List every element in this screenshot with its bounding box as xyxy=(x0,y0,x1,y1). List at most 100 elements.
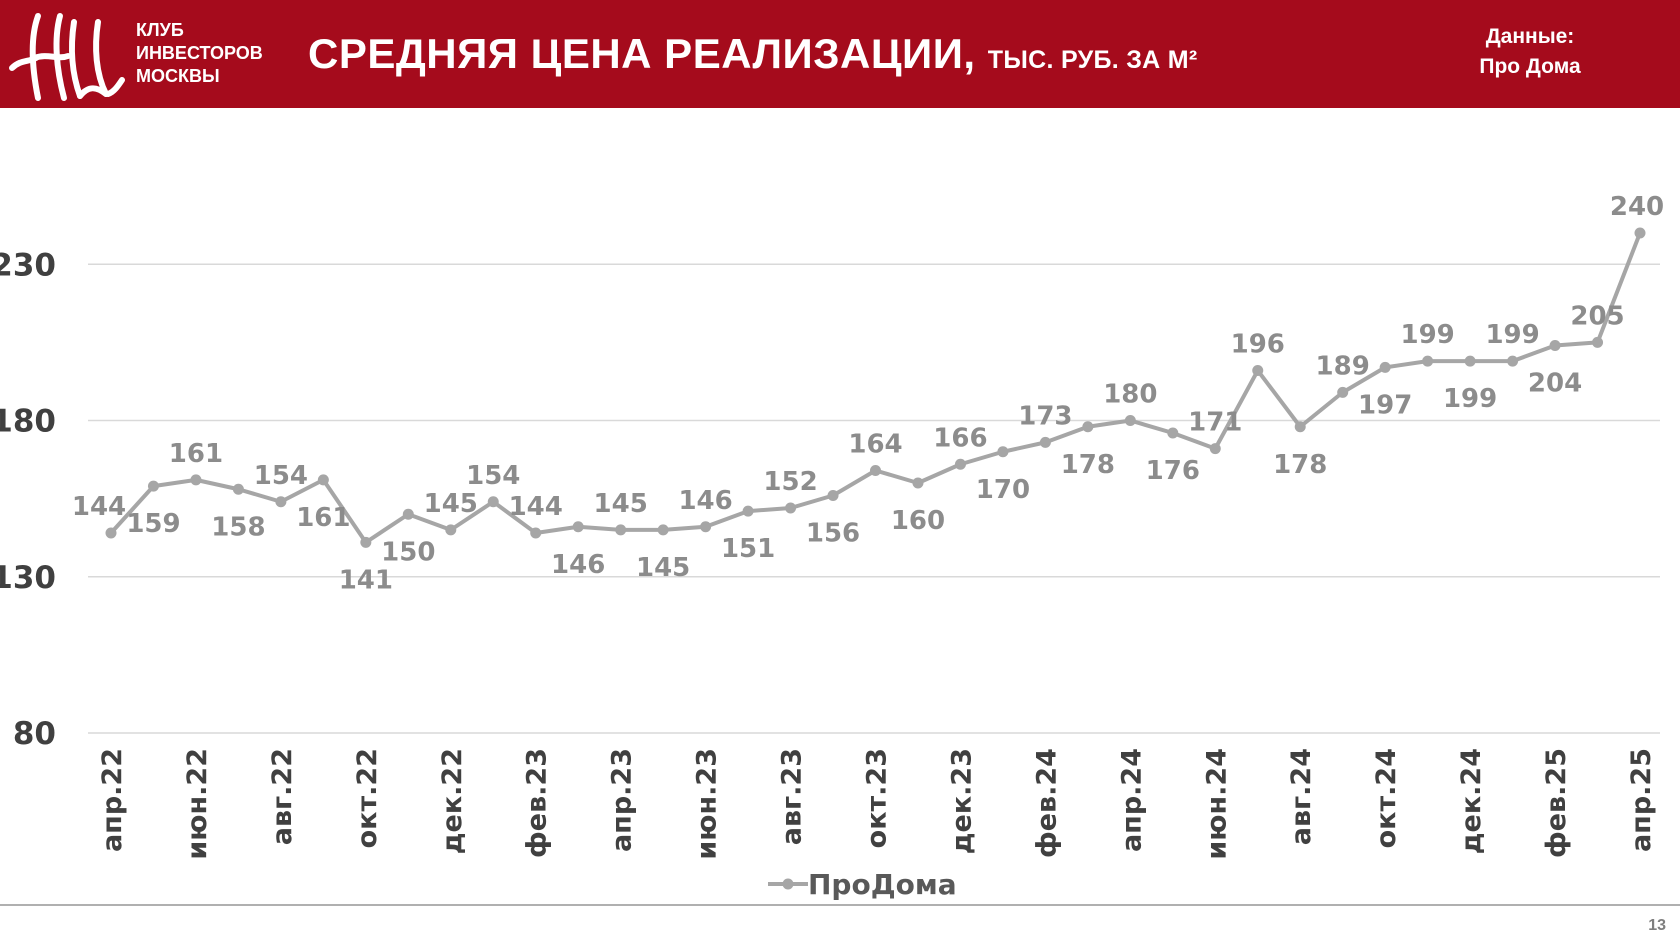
x-tick-label: фев.24 xyxy=(1031,748,1062,858)
data-point xyxy=(1464,355,1476,367)
data-label: 196 xyxy=(1231,330,1285,360)
data-label: 154 xyxy=(466,461,520,491)
legend-swatch-marker xyxy=(782,878,794,890)
data-label: 164 xyxy=(848,430,902,460)
x-tick-label: дек.24 xyxy=(1456,748,1487,854)
data-label: 173 xyxy=(1018,401,1072,431)
data-point xyxy=(742,505,754,517)
x-tick-label: окт.22 xyxy=(352,748,383,848)
header-bar: КЛУБ ИНВЕСТОРОВ МОСКВЫ СРЕДНЯЯ ЦЕНА РЕАЛ… xyxy=(0,0,1680,108)
club-name-line: КЛУБ xyxy=(136,20,184,40)
title-units: ТЫС. РУБ. ЗА М² xyxy=(987,46,1198,74)
data-point xyxy=(1549,340,1561,351)
data-point xyxy=(1337,386,1349,398)
data-label: 204 xyxy=(1528,369,1582,399)
data-point xyxy=(615,524,627,536)
series-line xyxy=(109,232,1642,545)
page-title: СРЕДНЯЯ ЦЕНА РЕАЛИЗАЦИИ, ТЫС. РУБ. ЗА М² xyxy=(308,28,1198,86)
data-point xyxy=(232,483,244,495)
data-label: 205 xyxy=(1570,301,1624,331)
data-point xyxy=(402,508,414,520)
data-label: 145 xyxy=(636,553,690,583)
data-point xyxy=(1422,355,1434,367)
data-point xyxy=(785,502,797,514)
data-point xyxy=(445,524,457,536)
data-point xyxy=(954,458,966,470)
data-label: 145 xyxy=(424,489,478,519)
data-label: 158 xyxy=(211,512,265,542)
data-point xyxy=(1294,421,1306,433)
data-point xyxy=(1592,336,1604,348)
data-label: 145 xyxy=(594,489,648,519)
legend-label: ПроДома xyxy=(808,868,957,901)
y-tick-label: 230 xyxy=(0,247,56,283)
price-chart: 80 130 180 230 апр.22 июн.22 авг.22 окт.22 дек.2… xyxy=(0,108,1680,908)
data-label: 161 xyxy=(296,503,350,533)
club-logo xyxy=(9,13,125,101)
data-point xyxy=(827,490,839,501)
data-source: Данные: Про Дома xyxy=(1460,22,1600,82)
x-tick-label: фев.23 xyxy=(522,748,553,858)
title-main: СРЕДНЯЯ ЦЕНА РЕАЛИЗАЦИИ, xyxy=(308,30,976,77)
x-tick-label: июн.22 xyxy=(182,748,213,860)
x-tick-label: окт.24 xyxy=(1371,748,1402,848)
data-label: 160 xyxy=(891,506,945,536)
y-tick-label: 130 xyxy=(0,560,56,596)
data-point xyxy=(1039,436,1051,448)
x-tick-label: апр.23 xyxy=(607,748,638,852)
data-label: 156 xyxy=(806,519,860,549)
data-source-label: Данные: xyxy=(1485,25,1575,48)
data-point xyxy=(997,446,1009,458)
data-point xyxy=(700,521,712,533)
data-label: 199 xyxy=(1400,320,1454,350)
club-name: КЛУБ ИНВЕСТОРОВ МОСКВЫ xyxy=(136,19,263,88)
data-label: 146 xyxy=(551,550,605,580)
x-tick-label: фев.25 xyxy=(1541,748,1572,858)
data-label: 199 xyxy=(1485,320,1539,350)
data-point xyxy=(530,527,542,539)
data-label: 161 xyxy=(169,439,223,469)
x-tick-label: окт.23 xyxy=(862,748,893,848)
data-label: 171 xyxy=(1188,408,1242,438)
data-point xyxy=(317,474,329,486)
data-point xyxy=(1379,361,1391,373)
data-point xyxy=(1252,365,1264,376)
data-label: 240 xyxy=(1610,192,1664,222)
data-point xyxy=(147,480,159,492)
x-tick-label: авг.23 xyxy=(777,748,808,845)
x-tick-label: июн.23 xyxy=(692,748,723,860)
data-label: 199 xyxy=(1443,384,1497,414)
data-source-name: Про Дома xyxy=(1479,55,1581,78)
data-point xyxy=(360,536,372,548)
footer-divider xyxy=(0,904,1680,906)
data-point xyxy=(487,496,499,508)
data-label: 178 xyxy=(1273,450,1327,480)
data-label: 141 xyxy=(339,565,393,595)
data-point xyxy=(275,496,287,508)
data-label: 197 xyxy=(1358,390,1412,420)
data-point xyxy=(1124,415,1136,426)
data-label: 159 xyxy=(126,509,180,539)
club-name-line: ИНВЕСТОРОВ xyxy=(136,43,263,63)
data-label: 152 xyxy=(763,467,817,497)
data-label: 178 xyxy=(1061,450,1115,480)
data-label: 154 xyxy=(254,461,308,491)
x-tick-label: апр.24 xyxy=(1116,748,1147,852)
line-chart: 80 130 180 230 апр.22 июн.22 авг.22 окт.22 дек.2… xyxy=(0,192,1664,901)
x-tick-label: апр.25 xyxy=(1626,748,1657,852)
data-label: 150 xyxy=(381,537,435,567)
data-label: 144 xyxy=(509,492,563,522)
x-tick-label: июн.24 xyxy=(1201,748,1232,860)
data-label: 180 xyxy=(1103,380,1157,410)
data-label: 189 xyxy=(1316,351,1370,381)
data-point xyxy=(870,465,881,476)
data-label: 166 xyxy=(933,423,987,453)
data-label: 176 xyxy=(1146,456,1200,486)
x-tick-label: дек.22 xyxy=(437,748,468,854)
data-point xyxy=(105,527,117,539)
data-point xyxy=(1507,355,1519,367)
data-point xyxy=(572,521,584,533)
data-point xyxy=(1209,443,1221,455)
x-tick-label: авг.22 xyxy=(267,748,298,845)
data-point xyxy=(912,477,924,489)
